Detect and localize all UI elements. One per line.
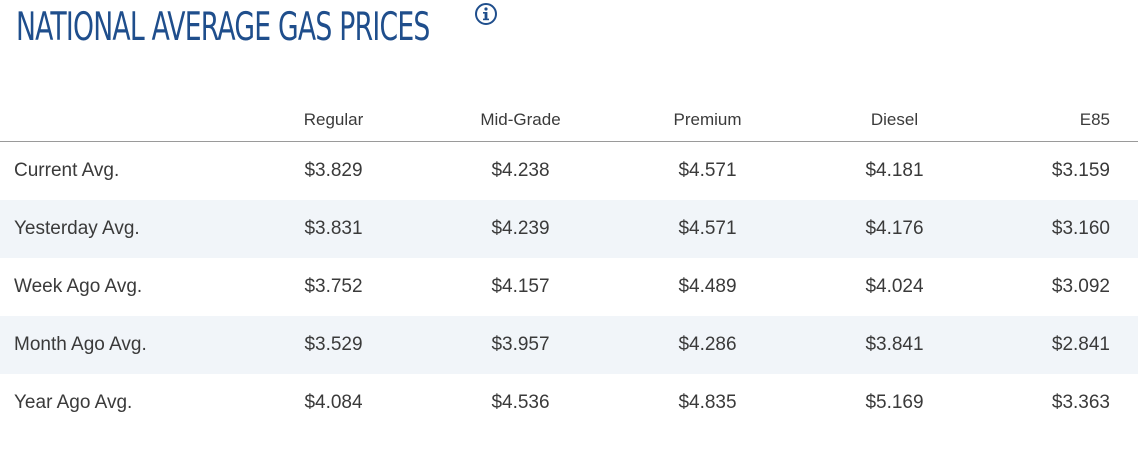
price-cell: $5.169 <box>865 392 924 413</box>
column-header-e85: E85 <box>988 98 1138 142</box>
column-header-diesel: Diesel <box>801 98 988 142</box>
row-label: Yesterday Avg. <box>0 200 240 258</box>
price-cell: $4.238 <box>491 160 550 181</box>
price-cell: $3.160 <box>988 200 1138 258</box>
table-row: Month Ago Avg. $3.529 $3.957 $4.286 $3.8… <box>0 316 1138 374</box>
table-header-row: Regular Mid-Grade Premium Diesel E85 <box>0 98 1138 142</box>
price-cell: $3.831 <box>240 200 427 258</box>
price-cell: $3.159 <box>1051 160 1110 181</box>
price-cell: $4.157 <box>491 276 550 297</box>
gas-prices-table: Regular Mid-Grade Premium Diesel E85 Cur… <box>0 98 1138 432</box>
row-label: Month Ago Avg. <box>0 316 240 374</box>
page-title: NATIONAL AVERAGE GAS PRICES <box>16 5 430 50</box>
info-circle-icon[interactable] <box>474 2 498 26</box>
price-cell: $4.181 <box>865 160 924 181</box>
table-row: Week Ago Avg. $3.752 $4.157 $4.489 $4.02… <box>0 258 1138 316</box>
row-label: Current Avg. <box>14 160 120 181</box>
price-cell: $4.571 <box>678 160 737 181</box>
price-cell: $4.084 <box>304 392 363 413</box>
column-header-label <box>0 98 240 142</box>
price-cell: $3.363 <box>1051 392 1110 413</box>
price-cell: $4.286 <box>614 316 801 374</box>
price-cell: $4.176 <box>801 200 988 258</box>
price-cell: $3.829 <box>304 160 363 181</box>
price-cell: $4.536 <box>491 392 550 413</box>
price-cell: $3.957 <box>427 316 614 374</box>
price-cell: $4.489 <box>678 276 737 297</box>
price-cell: $4.024 <box>865 276 924 297</box>
price-cell: $3.529 <box>240 316 427 374</box>
column-header-regular: Regular <box>240 98 427 142</box>
page-header: NATIONAL AVERAGE GAS PRICES <box>16 4 560 52</box>
table-row: Year Ago Avg. $4.084 $4.536 $4.835 $5.16… <box>0 374 1138 432</box>
price-cell: $3.752 <box>304 276 363 297</box>
price-cell: $3.092 <box>1051 276 1110 297</box>
price-cell: $2.841 <box>988 316 1138 374</box>
table-row: Yesterday Avg. $3.831 $4.239 $4.571 $4.1… <box>0 200 1138 258</box>
table-row: Current Avg. $3.829 $4.238 $4.571 $4.181… <box>0 142 1138 201</box>
price-cell: $4.571 <box>614 200 801 258</box>
price-cell: $3.841 <box>801 316 988 374</box>
row-label: Week Ago Avg. <box>14 276 143 297</box>
price-cell: $4.835 <box>678 392 737 413</box>
price-cell: $4.239 <box>427 200 614 258</box>
row-label: Year Ago Avg. <box>14 392 133 413</box>
column-header-premium: Premium <box>614 98 801 142</box>
column-header-mid-grade: Mid-Grade <box>427 98 614 142</box>
